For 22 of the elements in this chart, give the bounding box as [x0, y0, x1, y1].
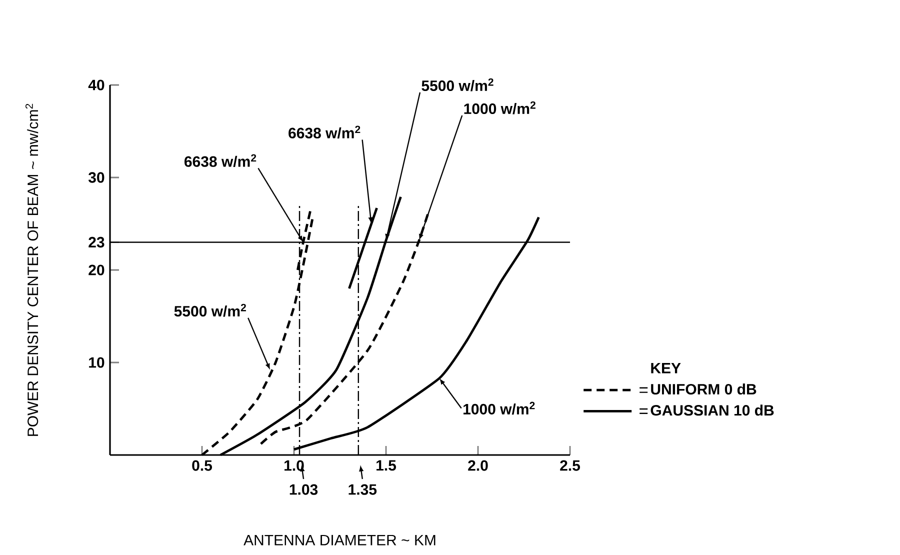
annotation: 5500 w/m$^{2}$ — [174, 304, 246, 317]
ref-line-label: 1.35 — [348, 484, 377, 495]
y-tick-label: 30 — [88, 172, 104, 183]
y-axis-title: POWER DENSITY CENTER OF BEAM ~ mw/cm$^{2}$ — [25, 104, 38, 436]
y-tick-label: 20 — [88, 264, 104, 276]
annotation: 1000 w/m$^{2}$ — [464, 101, 536, 114]
x-tick-label: 0.5 — [192, 460, 212, 471]
legend-label: UNIFORM 0 dB — [651, 384, 756, 395]
annotation: 6638 w/m$^{2}$ — [288, 126, 360, 139]
ref-line-label: 1.03 — [290, 484, 318, 495]
annotation: 6638 w/m$^{2}$ — [184, 154, 256, 168]
x-tick-label: 1.5 — [376, 460, 396, 471]
legend-title: KEY — [651, 362, 681, 374]
x-axis-title: ANTENNA DIAMETER ~ KM — [244, 534, 436, 546]
annotation: 5500 w/m$^{2}$ — [422, 78, 494, 92]
x-tick-label: 2.0 — [468, 460, 488, 471]
legend-label: GAUSSIAN 10 dB — [650, 404, 774, 416]
y-tick-label: 23 — [88, 236, 104, 248]
y-tick-label: 10 — [89, 357, 104, 368]
annotation: 1000 w/m$^{2}$ — [464, 402, 535, 415]
y-tick-label: 40 — [88, 80, 104, 90]
x-tick-label: 2.5 — [560, 460, 580, 471]
